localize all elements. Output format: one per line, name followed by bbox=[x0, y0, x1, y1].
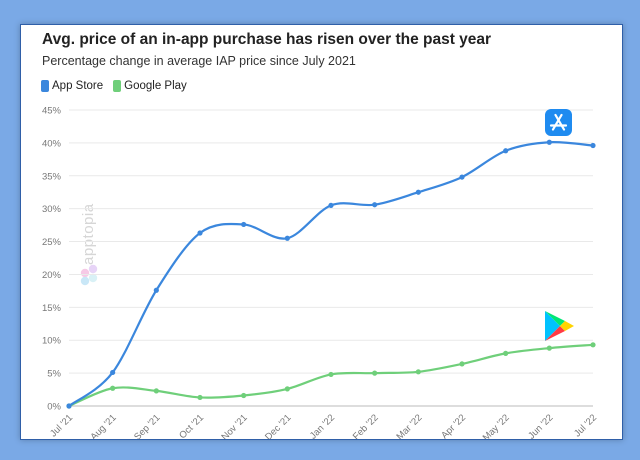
line-chart: 0% 5% 10% 15% 20% 25% 30% 35% 40% 45% Jul '21 Aug … bbox=[42, 106, 599, 440]
apptopia-watermark: apptopia bbox=[80, 203, 98, 286]
x-tick-label: May '22 bbox=[481, 412, 512, 439]
x-tick-label: Jul '22 bbox=[572, 412, 599, 439]
data-point-google-play[interactable] bbox=[590, 342, 596, 348]
legend-swatch-google-play bbox=[113, 80, 122, 92]
y-tick-label: 45% bbox=[42, 106, 62, 117]
watermark-text: apptopia bbox=[80, 203, 97, 265]
legend-label-google-play: Google Play bbox=[124, 80, 187, 92]
y-tick-label: 25% bbox=[42, 237, 62, 248]
data-point-google-play[interactable] bbox=[197, 394, 203, 401]
data-point-app-store[interactable] bbox=[153, 287, 159, 293]
app-store-icon bbox=[545, 109, 572, 136]
data-point-google-play[interactable] bbox=[328, 371, 334, 378]
legend-item-google-play[interactable]: Google Play bbox=[113, 80, 187, 92]
y-tick-label: 15% bbox=[42, 303, 62, 314]
chart-subtitle: Percentage change in average IAP price s… bbox=[42, 54, 356, 68]
x-tick-label: Nov '21 bbox=[219, 412, 249, 439]
legend-swatch-app-store bbox=[41, 80, 49, 92]
google-play-icon bbox=[545, 311, 574, 341]
data-point-app-store[interactable] bbox=[459, 174, 465, 180]
series-points bbox=[66, 139, 596, 409]
x-tick-label: Mar '22 bbox=[394, 412, 424, 439]
x-tick-label: Jun '22 bbox=[526, 412, 555, 439]
data-point-google-play[interactable] bbox=[284, 386, 290, 392]
data-point-app-store[interactable] bbox=[197, 230, 203, 236]
x-axis-ticks: Jul '21 Aug '21 Sep '21 Oct '21 Nov '21 Dec '… bbox=[48, 412, 599, 439]
data-point-google-play[interactable] bbox=[546, 345, 552, 351]
data-point-google-play[interactable] bbox=[503, 350, 509, 356]
data-point-google-play[interactable] bbox=[415, 369, 421, 375]
x-tick-label: Oct '21 bbox=[177, 412, 206, 439]
y-tick-label: 40% bbox=[42, 138, 62, 149]
x-tick-label: Dec '21 bbox=[263, 412, 293, 439]
data-point-google-play[interactable] bbox=[459, 361, 465, 367]
data-point-app-store[interactable] bbox=[590, 142, 596, 149]
x-tick-label: Jan '22 bbox=[308, 412, 337, 439]
y-tick-label: 5% bbox=[47, 369, 61, 380]
chart-title: Avg. price of an in-app purchase has ris… bbox=[42, 31, 492, 48]
data-point-app-store[interactable] bbox=[110, 369, 116, 376]
y-tick-label: 30% bbox=[42, 204, 62, 215]
chart-card: Avg. price of an in-app purchase has ris… bbox=[20, 24, 623, 440]
x-tick-label: Feb '22 bbox=[351, 412, 381, 439]
data-point-google-play[interactable] bbox=[110, 385, 116, 391]
x-tick-label: Jul '21 bbox=[48, 412, 75, 439]
data-point-app-store[interactable] bbox=[66, 403, 72, 409]
x-tick-label: Apr '22 bbox=[439, 412, 468, 439]
data-point-app-store[interactable] bbox=[328, 202, 334, 208]
y-tick-label: 20% bbox=[42, 270, 62, 281]
data-point-app-store[interactable] bbox=[372, 202, 378, 208]
x-tick-label: Aug '21 bbox=[88, 412, 118, 439]
chart-legend: App Store Google Play bbox=[41, 80, 197, 92]
data-point-google-play[interactable] bbox=[153, 388, 159, 394]
data-point-google-play[interactable] bbox=[372, 370, 378, 376]
grid-lines bbox=[69, 109, 593, 407]
legend-label-app-store: App Store bbox=[52, 80, 104, 92]
data-point-app-store[interactable] bbox=[546, 139, 552, 145]
data-point-app-store[interactable] bbox=[415, 189, 421, 195]
data-point-google-play[interactable] bbox=[241, 392, 247, 399]
y-tick-label: 35% bbox=[42, 171, 62, 182]
legend-item-app-store[interactable]: App Store bbox=[41, 80, 103, 92]
x-tick-label: Sep '21 bbox=[132, 412, 162, 439]
data-point-app-store[interactable] bbox=[284, 235, 290, 241]
data-point-app-store[interactable] bbox=[503, 148, 509, 154]
y-tick-label: 10% bbox=[42, 336, 62, 347]
y-axis-ticks: 0% 5% 10% 15% 20% 25% 30% 35% 40% 45% bbox=[42, 106, 62, 413]
y-tick-label: 0% bbox=[47, 402, 61, 413]
apptopia-logo-icon bbox=[80, 264, 98, 286]
data-point-app-store[interactable] bbox=[241, 221, 247, 228]
